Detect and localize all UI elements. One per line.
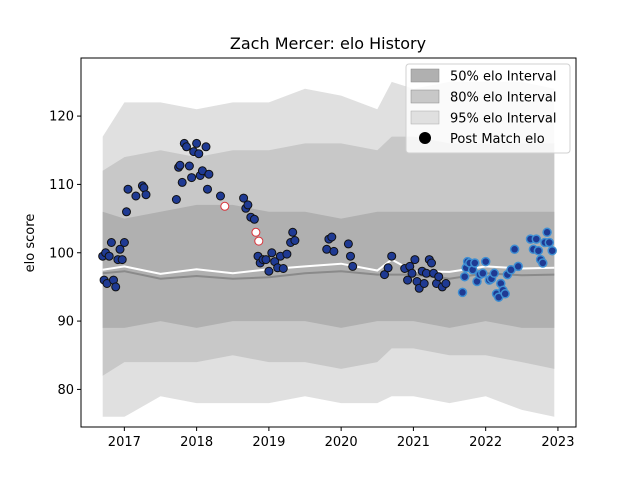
data-point (434, 272, 444, 282)
data-point (203, 184, 212, 194)
data-point (288, 227, 298, 237)
data-point (117, 255, 127, 265)
legend-swatch-80 (410, 89, 440, 104)
data-point (261, 255, 271, 265)
data-point (111, 282, 121, 292)
chart-title: Zach Mercer: elo History (230, 34, 426, 53)
y-tick-label: 110 (49, 178, 74, 193)
legend-label-point: Post Match elo (450, 132, 545, 147)
data-point (192, 138, 202, 148)
x-tick-label: 2019 (252, 435, 285, 450)
data-point (141, 190, 151, 200)
data-point (254, 236, 264, 246)
legend-box (405, 63, 571, 154)
legend: 50% elo Interval 80% elo Interval 95% el… (405, 63, 571, 154)
y-tick-label: 100 (49, 246, 74, 261)
data-point (480, 256, 491, 267)
legend-swatch-50 (410, 68, 440, 83)
data-point (171, 195, 181, 204)
data-point (175, 160, 185, 170)
data-point (182, 142, 191, 152)
data-point (489, 268, 500, 279)
data-point (544, 237, 555, 248)
legend-marker-point (419, 132, 431, 144)
data-point (177, 177, 187, 187)
median-line (102, 270, 555, 280)
data-point (348, 261, 358, 271)
data-point (343, 239, 353, 249)
data-point (542, 227, 552, 238)
data-point (115, 244, 125, 254)
data-point (278, 264, 288, 273)
data-point (329, 246, 339, 256)
data-point (194, 149, 204, 159)
y-axis-ticks: 80 90 100 110 120 (49, 110, 81, 398)
data-point (201, 142, 211, 152)
data-point (249, 214, 259, 224)
data-point (410, 255, 420, 265)
x-tick-label: 2022 (469, 435, 502, 450)
data-point (383, 263, 393, 273)
x-tick-label: 2023 (541, 435, 574, 450)
data-point (513, 261, 523, 272)
data-point (243, 200, 253, 210)
y-tick-label: 120 (49, 110, 74, 125)
data-point (500, 289, 510, 299)
data-point (104, 251, 114, 261)
data-point (387, 251, 397, 261)
data-point (407, 268, 417, 278)
data-point (119, 238, 129, 247)
band-50 (102, 204, 555, 328)
y-axis-label: elo score (23, 214, 38, 273)
data-point (122, 207, 131, 217)
data-point (216, 191, 225, 201)
y-tick-label: 80 (57, 383, 74, 398)
data-point (251, 227, 261, 237)
data-point (290, 236, 300, 245)
data-point (509, 244, 520, 255)
data-point (457, 287, 468, 298)
legend-swatch-95 (410, 110, 440, 125)
data-point (184, 161, 194, 171)
data-point (282, 249, 292, 259)
data-point (419, 279, 429, 288)
data-point (204, 169, 214, 179)
x-tick-label: 2018 (180, 435, 213, 450)
data-point (220, 201, 230, 211)
data-point (123, 184, 133, 194)
legend-label-80: 80% elo Interval (450, 91, 557, 106)
data-point (267, 248, 277, 258)
x-axis-ticks: 2017 2018 2019 2020 2021 2022 2023 (108, 427, 574, 450)
post-match-points (98, 138, 557, 302)
data-point (427, 258, 436, 268)
data-point (538, 258, 548, 268)
data-point (531, 234, 542, 244)
x-tick-label: 2021 (397, 435, 430, 450)
legend-label-50: 50% elo Interval (450, 70, 557, 85)
data-point (478, 268, 488, 279)
data-point (327, 232, 337, 242)
data-point (187, 173, 197, 183)
plot-area (98, 81, 557, 417)
data-point (470, 258, 480, 268)
x-tick-label: 2017 (108, 435, 141, 450)
legend-label-95: 95% elo Interval (450, 112, 557, 127)
data-point (459, 271, 470, 282)
data-point (533, 245, 544, 256)
x-tick-label: 2020 (325, 435, 358, 450)
data-point (106, 238, 116, 247)
data-point (131, 191, 141, 201)
data-point (380, 270, 389, 280)
data-point (346, 251, 355, 261)
data-point (547, 245, 557, 256)
data-point (441, 279, 451, 288)
y-tick-label: 90 (57, 315, 74, 330)
data-point (264, 266, 274, 276)
data-point (403, 275, 413, 285)
plot-frame (80, 57, 577, 428)
data-point (239, 193, 249, 203)
